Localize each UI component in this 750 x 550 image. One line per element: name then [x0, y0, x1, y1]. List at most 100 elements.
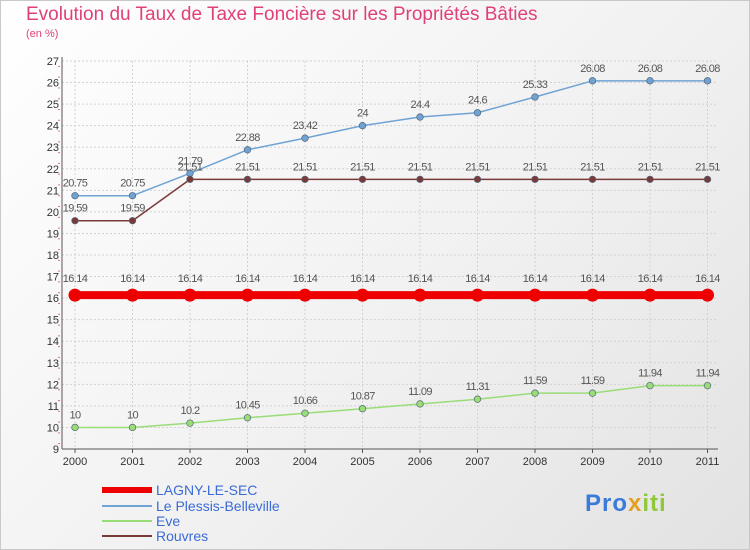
legend-swatch-eve [102, 520, 152, 522]
data-point-1 [301, 134, 309, 142]
data-label-layer: 20.75 20.75 21.79 22.88 23.42 24 24.4 24.6 25.33… [63, 63, 721, 422]
legend-swatch-rouvres [102, 535, 152, 537]
x-tick-label: 2005 [350, 456, 374, 468]
data-point-2 [531, 389, 539, 397]
y-tick-label: 21 [47, 185, 59, 197]
data-label-1: 20.75 [120, 178, 145, 190]
y-tick-label: 26 [47, 78, 59, 90]
data-label-2: 10.45 [235, 400, 260, 412]
x-tick-label: 2007 [465, 456, 489, 468]
x-tick-label: 2010 [638, 456, 662, 468]
y-tick-label: 13 [47, 358, 59, 370]
data-point-3 [416, 175, 424, 183]
data-label-3: 21.51 [408, 161, 433, 173]
data-point-3 [301, 175, 309, 183]
data-label-2: 11.94 [638, 368, 662, 380]
data-point-1 [416, 113, 424, 121]
data-point-3 [186, 175, 194, 183]
data-point-0 [126, 288, 139, 302]
series-line-2 [75, 384, 708, 429]
x-tick-label: 2001 [120, 456, 144, 468]
data-label-2: 11.09 [408, 386, 432, 398]
data-point-1 [128, 192, 137, 200]
y-tick-label: 20 [47, 207, 59, 219]
data-point-2 [71, 423, 79, 432]
data-point-2 [646, 381, 654, 390]
data-label-1: 26.08 [638, 63, 663, 75]
data-label-0: 16.14 [63, 273, 88, 285]
data-label-1: 24.4 [410, 99, 429, 111]
data-point-3 [703, 175, 712, 183]
data-point-0 [528, 288, 542, 302]
data-label-1: 25.33 [523, 79, 548, 91]
y-tick-label: 19 [47, 228, 59, 240]
data-point-3 [243, 175, 252, 183]
data-point-0 [471, 288, 484, 302]
data-label-3: 21.51 [350, 161, 375, 173]
data-point-2 [703, 381, 712, 390]
y-tick-label: 12 [47, 379, 59, 391]
series-line-1 [75, 80, 708, 197]
y-tick-label: 18 [47, 250, 59, 262]
data-point-3 [588, 175, 597, 183]
data-label-1: 21.79 [178, 155, 203, 167]
data-label-3: 21.51 [465, 161, 490, 173]
logo-part-x: x [628, 490, 643, 517]
data-label-0: 16.14 [293, 273, 318, 285]
data-point-1 [531, 93, 539, 101]
data-point-1 [473, 109, 482, 117]
data-label-3: 21.51 [523, 161, 548, 173]
data-label-0: 16.14 [638, 273, 663, 285]
y-tick-label: 22 [47, 164, 59, 176]
y-tick-label: 14 [47, 336, 59, 348]
legend-swatch-plessis [102, 505, 152, 507]
data-label-2: 11.59 [581, 375, 605, 387]
y-tick-label: 15 [47, 315, 59, 327]
data-label-2: 10 [127, 409, 139, 421]
data-label-2: 10.66 [293, 395, 318, 407]
data-point-0 [643, 288, 657, 302]
data-label-2: 11.31 [466, 381, 490, 393]
data-point-3 [71, 217, 79, 225]
data-point-2 [128, 423, 137, 432]
data-label-2: 11.94 [696, 368, 720, 380]
legend-label-rouvres: Rouvres [156, 528, 209, 544]
data-label-3: 21.51 [638, 161, 663, 173]
x-tick-label: 2006 [408, 456, 432, 468]
data-label-0: 16.14 [120, 273, 145, 285]
data-point-2 [358, 405, 367, 413]
data-label-3: 19.59 [63, 203, 88, 215]
data-point-0 [413, 288, 427, 302]
legend-label-plessis: Le Plessis-Belleville [156, 498, 280, 514]
y-tick-label: 9 [53, 444, 59, 456]
logo-part-pro: Pro [585, 490, 629, 517]
y-tick-label: 10 [47, 422, 59, 434]
series-layer [68, 77, 714, 432]
data-label-1: 24.6 [468, 95, 487, 107]
x-tick-label: 2004 [293, 456, 317, 468]
data-label-3: 19.59 [120, 203, 145, 215]
y-tick-label: 23 [47, 142, 59, 154]
data-label-1: 24 [357, 108, 369, 120]
data-label-2: 10 [69, 409, 81, 421]
data-label-0: 16.14 [235, 273, 260, 285]
data-point-2 [588, 389, 597, 397]
data-label-3: 21.51 [580, 161, 605, 173]
x-tick-label: 2009 [580, 456, 604, 468]
proxiti-logo: Proxiti [585, 490, 667, 518]
data-point-1 [703, 77, 712, 85]
data-label-0: 16.14 [523, 273, 548, 285]
data-label-0: 16.14 [695, 273, 720, 285]
data-point-1 [588, 77, 597, 85]
data-label-0: 16.14 [580, 273, 605, 285]
data-point-0 [183, 288, 197, 302]
data-point-2 [301, 409, 309, 417]
legend-label-eve: Eve [156, 513, 181, 529]
data-label-1: 20.75 [63, 178, 88, 190]
data-label-2: 10.87 [350, 391, 375, 403]
y-tick-label: 16 [47, 293, 59, 305]
data-label-3: 21.51 [178, 161, 203, 173]
chart-title: Evolution du Taux de Taxe Foncière sur l… [26, 4, 538, 25]
y-tick-label: 17 [47, 272, 59, 284]
